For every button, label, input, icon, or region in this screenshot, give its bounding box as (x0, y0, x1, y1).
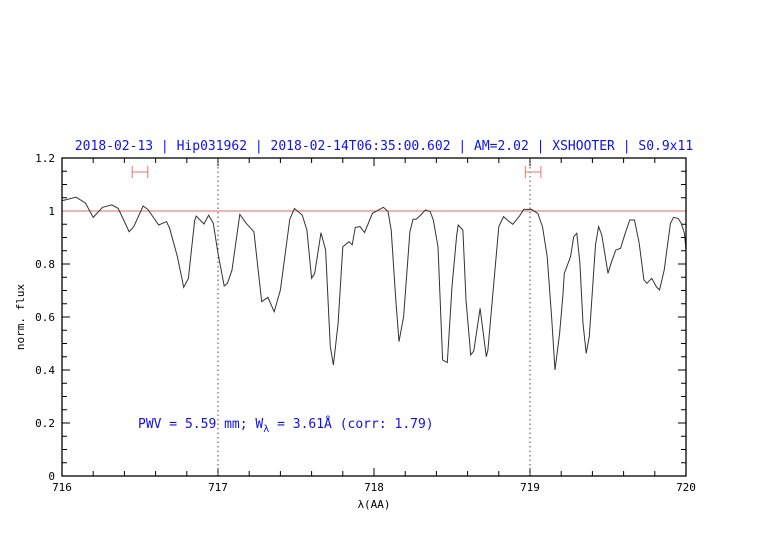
y-axis-label: norm. flux (14, 284, 27, 351)
y-tick-label: 1 (48, 205, 55, 218)
pwv-annotation: PWV = 5.59 mm; Wλ = 3.61Å (corr: 1.79) (138, 416, 434, 435)
y-tick-label: 0.4 (35, 364, 55, 377)
y-tick-label: 0.6 (35, 311, 55, 324)
y-tick-label: 0.2 (35, 417, 55, 430)
y-tick-label: 1.2 (35, 152, 55, 165)
x-tick-label: 716 (52, 481, 72, 494)
x-tick-label: 717 (208, 481, 228, 494)
annotation-suffix: = 3.61Å (corr: 1.79) (269, 416, 433, 432)
range-marker (524, 166, 542, 179)
y-tick-label: 0.8 (35, 258, 55, 271)
annotation-prefix: PWV = 5.59 mm; W (138, 417, 263, 432)
markers (62, 158, 686, 476)
x-tick-label: 720 (676, 481, 696, 494)
spectrum-line (62, 196, 687, 371)
annotation-subscript: λ (263, 424, 269, 435)
y-tick-label: 0 (48, 470, 55, 483)
x-tick-label: 718 (364, 481, 384, 494)
x-axis-label: λ(AA) (357, 498, 390, 511)
range-marker (131, 166, 149, 179)
plot-frame (61, 157, 687, 477)
x-tick-label: 719 (520, 481, 540, 494)
chart-title: 2018-02-13 | Hip031962 | 2018-02-14T06:3… (75, 139, 693, 154)
axis-ticks: 716 717 718 719 720 0 0.2 0.4 0.6 0.8 1 1.2 (35, 152, 696, 494)
